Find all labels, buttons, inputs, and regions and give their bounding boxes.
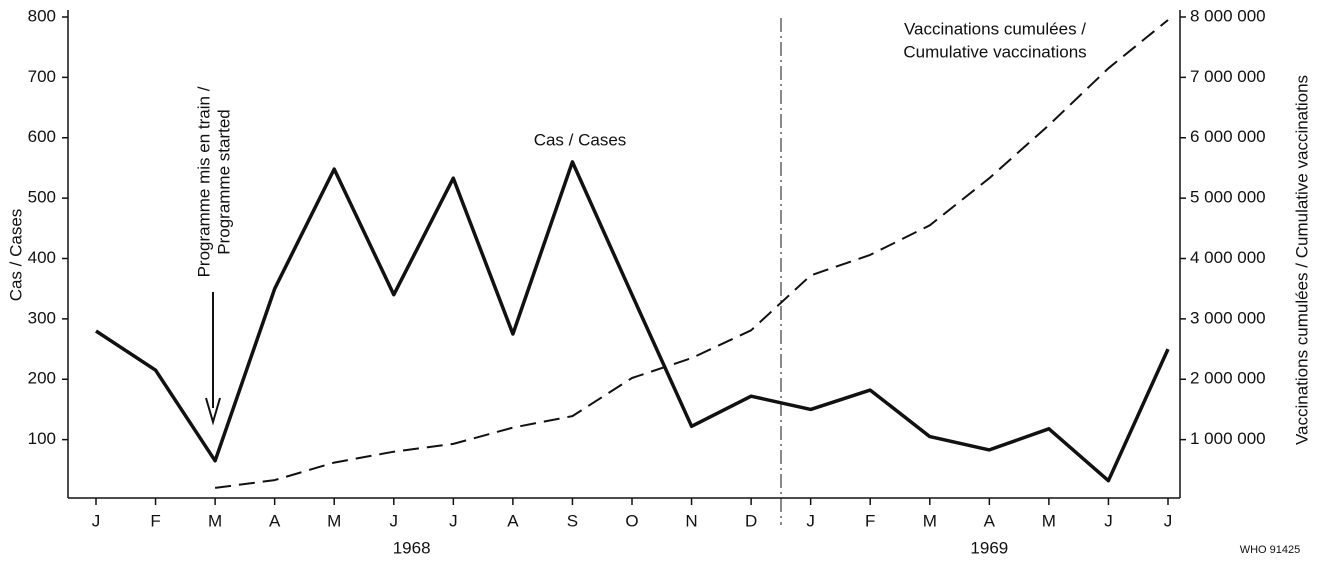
y2-tick-label: 3 000 000 bbox=[1190, 308, 1266, 327]
x-tick-label: J bbox=[806, 511, 815, 530]
x-tick-label: O bbox=[625, 511, 638, 530]
x-tick-label: M bbox=[327, 511, 341, 530]
y2-tick-label: 1 000 000 bbox=[1190, 429, 1266, 448]
x-tick-label: A bbox=[507, 511, 519, 530]
y-tick-label: 700 bbox=[28, 67, 56, 86]
y-tick-label: 600 bbox=[28, 127, 56, 146]
x-tick-label: J bbox=[92, 511, 101, 530]
x-tick-label: M bbox=[1042, 511, 1056, 530]
y2-tick-label: 4 000 000 bbox=[1190, 248, 1266, 267]
x-tick-label: A bbox=[984, 511, 996, 530]
cases-line bbox=[95, 160, 1170, 483]
y-tick-label: 300 bbox=[28, 308, 56, 327]
y2-tick-label: 8 000 000 bbox=[1190, 6, 1266, 25]
y2-tick-label: 6 000 000 bbox=[1190, 127, 1266, 146]
source-note: WHO 91425 bbox=[1240, 544, 1301, 556]
y-tick-label: 800 bbox=[28, 6, 56, 25]
x-tick-label: M bbox=[923, 511, 937, 530]
x-group-label: 1969 bbox=[970, 538, 1008, 557]
x-tick-label: F bbox=[150, 511, 160, 530]
y2-tick-label: 5 000 000 bbox=[1190, 188, 1266, 207]
y2-tick-label: 2 000 000 bbox=[1190, 369, 1266, 388]
x-tick-label: J bbox=[1164, 511, 1173, 530]
y-tick-label: 500 bbox=[28, 188, 56, 207]
x-tick-label: M bbox=[208, 511, 222, 530]
vaccination-line bbox=[214, 19, 1169, 489]
x-tick-label: S bbox=[567, 511, 578, 530]
y2-axis-label: Vaccinations cumulées / Cumulative vacci… bbox=[1292, 75, 1311, 445]
x-tick-label: D bbox=[745, 511, 757, 530]
annotation: Vaccinations cumulées / bbox=[904, 19, 1086, 38]
x-tick-label: J bbox=[1104, 511, 1113, 530]
x-group-label: 1968 bbox=[393, 538, 431, 557]
y2-tick-label: 7 000 000 bbox=[1190, 67, 1266, 86]
annotation: Cas / Cases bbox=[534, 130, 627, 149]
x-tick-label: F bbox=[865, 511, 875, 530]
arrow-head bbox=[205, 397, 221, 426]
y-axis-label: Cas / Cases bbox=[6, 209, 25, 302]
annotation: Programme started bbox=[214, 109, 233, 255]
annotation: Cumulative vaccinations bbox=[903, 42, 1086, 61]
annotation: Programme mis en train / bbox=[194, 86, 213, 277]
y-tick-label: 200 bbox=[28, 369, 56, 388]
y-tick-label: 100 bbox=[28, 429, 56, 448]
y-tick-label: 400 bbox=[28, 248, 56, 267]
x-tick-label: A bbox=[269, 511, 281, 530]
x-tick-label: J bbox=[449, 511, 458, 530]
x-tick-label: N bbox=[685, 511, 697, 530]
x-tick-label: J bbox=[390, 511, 399, 530]
